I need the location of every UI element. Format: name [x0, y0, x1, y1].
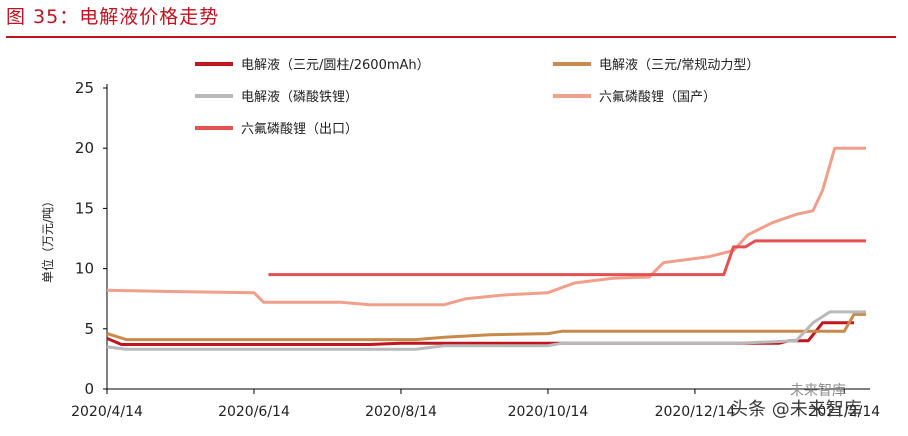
legend-label: 六氟磷酸锂（出口） [241, 122, 358, 137]
legend-label: 电解液（三元/常规动力型） [599, 58, 759, 73]
y-axis-label: 单位（万元/吨） [40, 195, 55, 283]
series-line-2 [106, 312, 866, 342]
y-tick-label: 10 [75, 260, 94, 278]
y-tick-label: 15 [75, 199, 94, 217]
watermark: 头条 @未来智库 [730, 399, 862, 420]
series-line-5 [268, 239, 866, 277]
figure-title: 图 35：电解液价格走势 [6, 6, 220, 28]
y-tick-label: 0 [84, 380, 94, 398]
legend-label: 电解液（磷酸铁锂） [241, 90, 358, 105]
series-line-1 [106, 321, 854, 346]
series-line-4 [106, 146, 866, 307]
legend-label: 六氟磷酸锂（国产） [599, 90, 716, 105]
title-divider [6, 36, 896, 38]
x-tick-label: 2020/4/14 [71, 404, 143, 420]
y-tick-label: 5 [84, 320, 94, 338]
watermark-top: 未来智库 [790, 383, 846, 399]
y-tick-label: 20 [75, 139, 94, 157]
x-tick-label: 2020/12/14 [655, 404, 736, 420]
series-line-3 [106, 310, 866, 351]
legend-label: 电解液（三元/圆柱/2600mAh） [241, 58, 430, 73]
y-tick-label: 25 [75, 79, 94, 97]
x-tick-label: 2020/8/14 [365, 404, 437, 420]
x-tick-label: 2020/6/14 [218, 404, 290, 420]
x-tick-label: 2021/2/14 [808, 404, 880, 420]
x-tick-label: 2020/10/14 [508, 404, 589, 420]
